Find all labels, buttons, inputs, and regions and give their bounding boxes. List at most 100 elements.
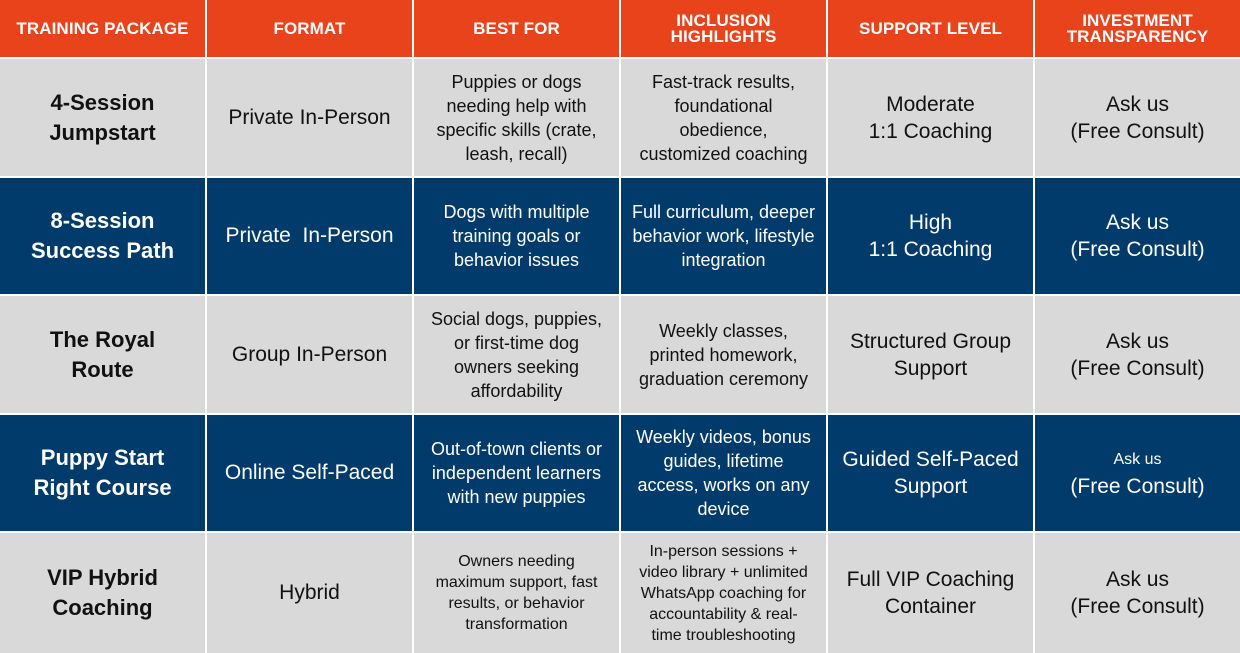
format-cell: Group In-Person [207,296,412,413]
best-for-cell-line: affordability [470,380,563,401]
package-name-cell: The Royal Route [0,296,205,413]
investment-cell-line: Ask us [1105,92,1169,116]
best-for-cell-line: leash, recall) [465,143,568,164]
inclusion-highlights-cell-line: accountability & real- [649,605,798,623]
investment-cell: Ask us (Free Consult) [1035,178,1240,294]
best-for-cell-line: needing help with [446,95,587,116]
support-level-cell-line: Structured Group [849,329,1012,353]
best-for-cell-line: behavior issues [453,250,580,270]
package-name-cell: VIP Hybrid Coaching [0,533,205,653]
package-name-cell-line: Right Course [33,475,172,500]
support-level-cell-line: Guided Self-Paced [842,448,1019,471]
investment-cell-line: (Free Consult) [1070,238,1205,261]
investment-cell-line: Ask us [1105,211,1169,234]
inclusion-highlights-cell-line: guides, lifetime [663,451,784,471]
package-name-cell: 8-Session Success Path [0,178,205,294]
support-level-cell-line: High [908,211,953,234]
package-name-cell-line: 8-Session [50,208,155,233]
support-level-cell: Guided Self-Paced Support [828,415,1033,531]
best-for-cell-line: Dogs with multiple [443,202,590,222]
inclusion-highlights-cell-line: device [697,499,750,519]
package-name-cell-line: Jumpstart [49,119,156,145]
support-level-cell-line: Support [893,356,968,380]
investment-cell: Ask us (Free Consult) [1035,415,1240,531]
best-for-cell-line: results, or behavior [448,595,585,612]
best-for-cell-line: Owners needing [458,553,575,570]
header-training-package: TRAINING PACKAGE [0,0,205,57]
best-for-cell: Puppies or dogs needing help with specific… [414,59,619,176]
format-cell: Private In-Person [207,178,412,294]
inclusion-highlights-cell-line: Full curriculum, deeper [631,202,816,222]
inclusion-highlights-cell-line: foundational [674,95,773,116]
package-name-cell-line: The Royal [49,326,156,352]
support-level-cell-line: Support [893,475,968,498]
package-name-cell-line: 4-Session [50,89,155,115]
investment-cell-line: Ask us [1105,568,1169,591]
inclusion-highlights-cell: Weekly classes, printed homework, graduati… [621,296,826,413]
package-name-cell-line: Coaching [52,595,153,620]
investment-cell: Ask us (Free Consult) [1035,296,1240,413]
inclusion-highlights-cell-line: Fast-track results, [651,71,796,92]
best-for-cell-line: specific skills (crate, [436,119,597,140]
header-best-for: BEST FOR [414,0,619,57]
support-level-cell: Moderate 1:1 Coaching [828,59,1033,176]
inclusion-highlights-cell: In-person sessions + video library + unli… [621,533,826,653]
best-for-cell: Dogs with multiple training goals or behav… [414,178,619,294]
investment-cell: Ask us (Free Consult) [1035,533,1240,653]
package-name-cell-line: Route [71,356,134,382]
format-cell: Online Self-Paced [207,415,412,531]
inclusion-highlights-cell-line: obedience, [679,119,768,140]
header-inclusion-highlights: INCLUSION HIGHLIGHTS [621,0,826,57]
best-for-cell-line: owners seeking [453,356,580,377]
investment-cell-line: (Free Consult) [1070,595,1205,618]
support-level-cell-line: 1:1 Coaching [868,119,993,143]
best-for-cell-line: maximum support, fast [435,574,598,591]
inclusion-highlights-cell-line: behavior work, lifestyle [632,226,815,246]
best-for-cell: Owners needing maximum support, fast resul… [414,533,619,653]
best-for-cell-line: training goals or [452,226,581,246]
best-for-cell-line: Puppies or dogs [451,71,582,92]
best-for-cell-line: Social dogs, puppies, [430,308,603,329]
package-name-cell: Puppy Start Right Course [0,415,205,531]
best-for-cell-line: independent learners [431,463,602,483]
package-name-cell-line: Success Path [30,238,175,263]
best-for-cell-line: with new puppies [447,487,586,507]
inclusion-highlights-cell: Weekly videos, bonus guides, lifetime acce… [621,415,826,531]
package-name-cell-line: VIP Hybrid [47,565,158,590]
inclusion-highlights-cell-line: printed homework, [649,344,798,365]
best-for-cell: Social dogs, puppies, or first-time dog ow… [414,296,619,413]
package-name-cell-line: Puppy Start [40,445,165,470]
inclusion-highlights-cell-line: customized coaching [639,143,808,164]
best-for-cell-line: or first-time dog [453,332,580,353]
support-level-cell: High 1:1 Coaching [828,178,1033,294]
inclusion-highlights-cell-line: graduation ceremony [638,368,809,389]
format-cell: Hybrid [207,533,412,653]
inclusion-highlights-cell-line: Weekly classes, [659,320,788,341]
header-investment-transparency: INVESTMENT TRANSPARENCY [1035,0,1240,57]
best-for-cell: Out-of-town clients or independent learne… [414,415,619,531]
inclusion-highlights-cell-line: video library + unlimited [639,563,808,581]
support-level-cell: Full VIP Coaching Container [828,533,1033,653]
support-level-cell: Structured Group Support [828,296,1033,413]
investment-cell: Ask us (Free Consult) [1035,59,1240,176]
inclusion-highlights-cell-line: integration [681,250,766,270]
support-level-cell-line: Moderate [886,92,975,116]
inclusion-highlights-cell-line: In-person sessions + [649,542,798,560]
inclusion-highlights-cell: Full curriculum, deeper behavior work, li… [621,178,826,294]
support-level-cell-line: Container [884,595,977,618]
support-level-cell-line: Full VIP Coaching [846,568,1015,591]
inclusion-highlights-cell: Fast-track results, foundational obedience… [621,59,826,176]
package-name-cell: 4-Session Jumpstart [0,59,205,176]
inclusion-highlights-cell-line: WhatsApp coaching for [640,584,807,602]
investment-cell-line: (Free Consult) [1070,475,1205,498]
best-for-cell-line: transformation [465,616,568,633]
best-for-cell-line: Out-of-town clients or [430,439,603,459]
investment-cell-line: (Free Consult) [1070,119,1205,143]
investment-cell-line: Ask us [1113,451,1162,468]
format-cell: Private In-Person [207,59,412,176]
inclusion-highlights-cell-line: access, works on any [637,475,810,495]
header-format: FORMAT [207,0,412,57]
investment-cell-line: (Free Consult) [1070,356,1205,380]
investment-cell-line: Ask us [1105,329,1169,353]
